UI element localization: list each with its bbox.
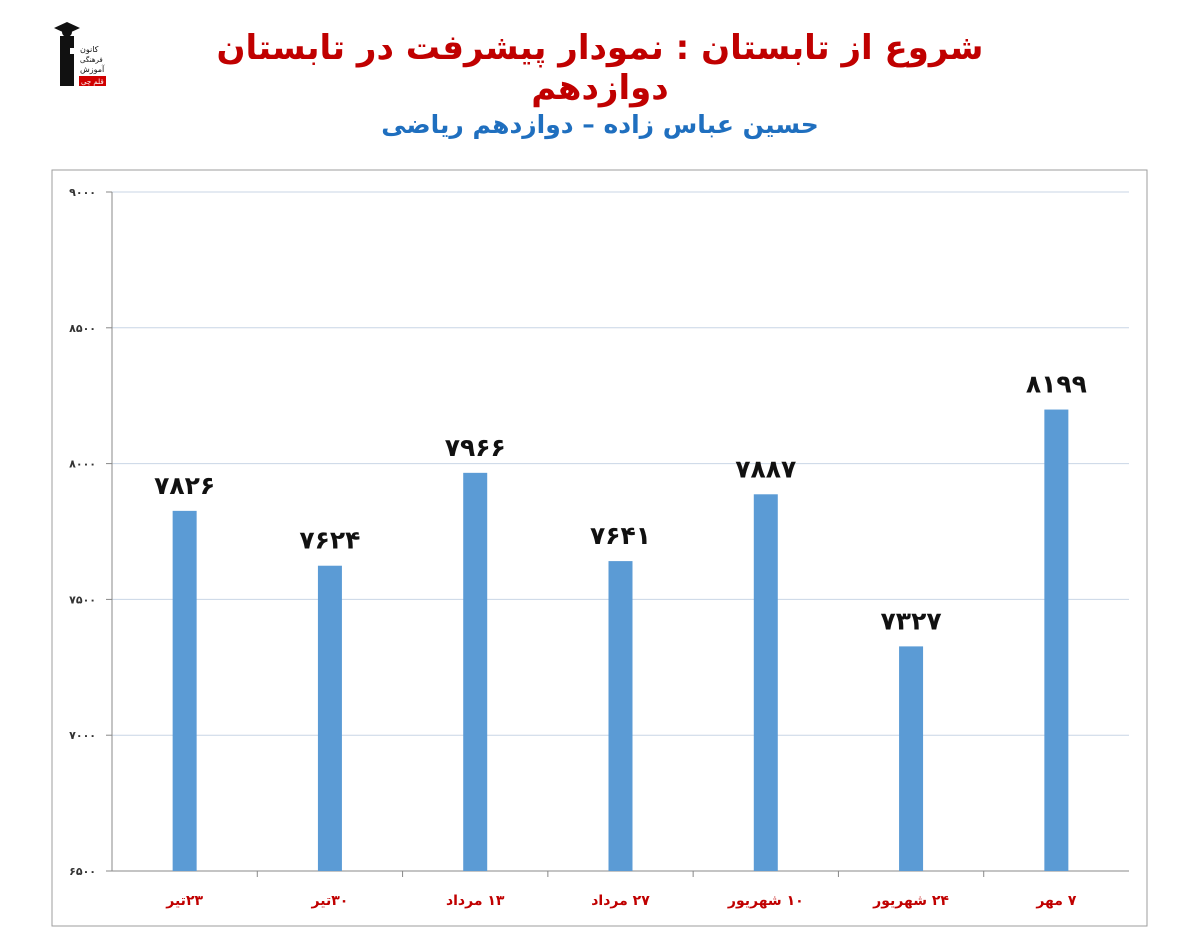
y-tick-label: ۷۰۰۰ [69, 729, 96, 742]
bar [317, 565, 342, 871]
graduate-logo-icon: کانون فرهنگی آموزش قلم چی [54, 22, 106, 86]
data-label: ۸۱۹۹ [1026, 370, 1087, 399]
data-label: ۷۸۲۶ [154, 471, 215, 500]
x-tick-label: ۷ مهر [1035, 893, 1077, 909]
bar [463, 472, 488, 871]
data-label: ۷۶۴۱ [590, 521, 651, 550]
logo-text-1: کانون [80, 45, 99, 54]
x-tick-label: ۲۷ مرداد [591, 893, 650, 909]
labels: ۷۸۲۶ ۲۳تیر ۷۶۲۴ ۳۰تیر ۷۹۶۶ ۱۳ مرداد ۷۶۴۱ ۲۷ مرد… [154, 370, 1087, 909]
bar [1044, 409, 1069, 871]
y-tick-label: ۹۰۰۰ [69, 186, 96, 199]
logo-text-2: فرهنگی [80, 55, 103, 64]
chart-frame [51, 169, 1148, 927]
data-label: ۷۹۶۶ [445, 433, 506, 462]
logo-text-3: آموزش [80, 64, 105, 74]
page-subtitle: حسین عباس زاده – دوازدهم ریاضی [381, 110, 819, 139]
x-tick-label: ۱۰ شهریور [727, 893, 804, 909]
y-tick-label: ۷۵۰۰ [69, 593, 96, 606]
x-tick-label: ۳۰تیر [311, 893, 349, 909]
bars [172, 409, 1069, 871]
data-label: ۷۳۲۷ [881, 606, 942, 635]
x-tick-label: ۲۴ شهریور [872, 893, 949, 909]
x-tick-label: ۲۳تیر [165, 893, 203, 909]
data-label: ۷۸۸۷ [735, 454, 796, 483]
axes: ۶۵۰۰ ۷۰۰۰ ۷۵۰۰ ۸۰۰۰ ۸۵۰۰ ۹۰۰۰ [69, 186, 1129, 878]
y-tick-label: ۸۵۰۰ [69, 322, 96, 335]
y-tick-label: ۸۰۰۰ [69, 458, 96, 471]
data-label: ۷۶۲۴ [299, 526, 360, 555]
logo-text-4: قلم چی [81, 78, 104, 86]
logo: کانون فرهنگی آموزش قلم چی [52, 18, 110, 94]
y-tick-label: ۶۵۰۰ [69, 865, 96, 878]
bar [608, 561, 633, 871]
page-title: شروع از تابستان : نمودار پیشرفت در تابست… [216, 28, 984, 108]
x-tick-label: ۱۳ مرداد [446, 893, 505, 909]
bar [899, 646, 924, 871]
bar [753, 494, 778, 871]
bar [172, 510, 197, 871]
